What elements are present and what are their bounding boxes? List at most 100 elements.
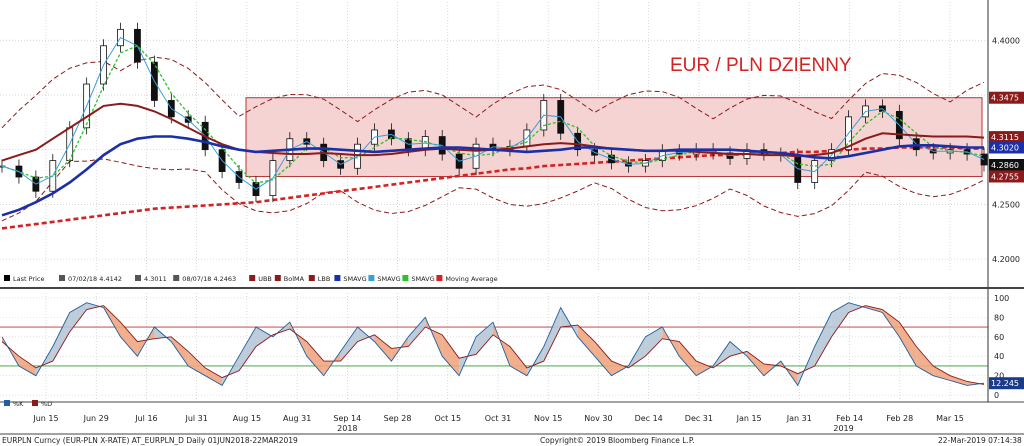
price-tag-bg [989,131,1024,144]
chart-title: EUR / PLN DZIENNY [670,55,852,76]
osc-tick-label: 20 [994,372,1004,381]
legend-swatch [436,275,443,281]
legend-swatch [368,275,375,281]
legend-label: 4.3011 [144,275,167,283]
osc-fill-segment [205,367,223,386]
legend-label: LBB [318,275,331,283]
price-tag-label: 4.3020 [991,143,1019,152]
osc-fill-segment [86,302,104,310]
osc-fill-segment [188,351,206,376]
x-tick-label: Aug 15 [233,414,261,423]
candle-body [980,153,988,166]
x-tick-label: Jun 29 [83,414,109,423]
osc-fill-segment [408,317,426,347]
legend-swatch [334,275,341,281]
footer-right: 22-Mar-2019 07:14:38 [938,436,1022,445]
price-tag-label: 4.3115 [991,133,1019,142]
x-year-label: 2018 [337,424,357,433]
legend-label: SMAVG [411,275,434,283]
osc-fill-segment [69,302,87,332]
legend-swatch [402,275,409,281]
osc-fill-segment [476,322,493,355]
stochastic-d-line [1,305,985,385]
osc-fill-segment [814,312,832,366]
osc-tick-label: 0 [994,391,999,400]
osc-fill-segment [950,375,968,386]
price-tag-bg [989,91,1024,104]
x-tick-label: Jan 15 [736,414,762,423]
legend-swatch [4,275,10,281]
osc-fill-segment [865,305,883,313]
sma-blue [1,135,984,217]
osc-legend-swatch [32,400,38,406]
legend-swatch [173,275,180,281]
osc-fill-segment [899,322,917,366]
osc-fill-segment [18,356,36,376]
price-tag: 4.3475 [989,91,1024,104]
osc-value-tag-bg [989,377,1024,390]
x-tick-label: Jan 31 [786,414,812,423]
osc-fill-segment [831,302,849,337]
price-tag: 4.3020 [989,141,1024,154]
oscillator-panel [0,302,988,387]
x-tick-label: Nov 15 [534,414,562,423]
price-tag-label: 4.2860 [991,161,1019,170]
osc-fill-segment [442,334,460,376]
price-tag-label: 4.3475 [991,94,1019,103]
x-tick-label: Jun 15 [32,414,58,423]
legend-label: SMAVG [343,275,366,283]
sma-lightblue [1,36,985,190]
x-tick-label: Mar 15 [936,414,964,423]
legend-label: Moving Average [445,275,497,283]
osc-fill-segment [171,336,189,366]
price-panel [0,22,988,230]
stochastic-k-line [1,302,985,387]
osc-fill-segment [611,361,629,376]
osc-legend-swatch [4,400,10,406]
osc-tick-label: 60 [994,333,1004,342]
x-tick-label: Dec 31 [685,414,713,423]
legend-label: Last Price [13,275,44,283]
x-tick-label: Feb 14 [836,414,863,423]
x-tick-label: Feb 28 [886,414,913,423]
legend-label: SMAVG [377,275,400,283]
price-tag: 4.3115 [989,131,1024,144]
lower-bollinger-band [1,158,985,222]
x-tick-label: Sep 28 [384,414,412,423]
x-tick-label: Sep 14 [333,414,361,423]
x-tick-label: Nov 30 [584,414,612,423]
osc-fill-segment [357,327,375,342]
osc-tick-label: 80 [994,313,1004,322]
osc-fill-segment [323,351,341,376]
moving-average-red-dashed [1,146,984,230]
legend-swatch [308,275,315,281]
osc-fill-segment [645,327,663,357]
legend-label: UBB [258,275,272,283]
osc-fill-segment [340,327,358,362]
osc-value-tag-label: 12.245 [991,379,1019,388]
price-tag: 4.2860 [989,158,1024,171]
osc-legend-label: %D [41,400,52,408]
osc-tick-label: 40 [994,352,1004,361]
price-channel [245,97,983,177]
osc-fill-segment [256,327,273,347]
axis-layer: Jun 15 Jun 29 Jul 16 Jul 31 Aug 15 Aug 31 Sep … [0,0,1024,435]
price-tag: 4.2755 [989,170,1024,183]
price-legend: Last Price 07/02/18 4.4142 4.3011 08/07/18 … [4,275,498,408]
x-year-label: 2019 [833,424,853,433]
osc-fill-segment [594,341,612,376]
osc-fill-segment [306,341,324,376]
price-tag-label: 4.2755 [991,172,1019,181]
price-tag-bg [989,158,1024,171]
osc-fill-segment [747,351,764,376]
legend-swatch [249,275,256,281]
osc-fill-segment [543,307,561,362]
x-tick-label: Dec 14 [635,414,663,423]
price-tag-bg [989,170,1024,183]
upper-bollinger-band [1,56,985,129]
osc-fill-segment [848,302,866,313]
footer-center: Copyright© 2019 Bloomberg Finance L.P. [540,436,695,445]
x-tick-label: Jul 31 [184,414,207,423]
